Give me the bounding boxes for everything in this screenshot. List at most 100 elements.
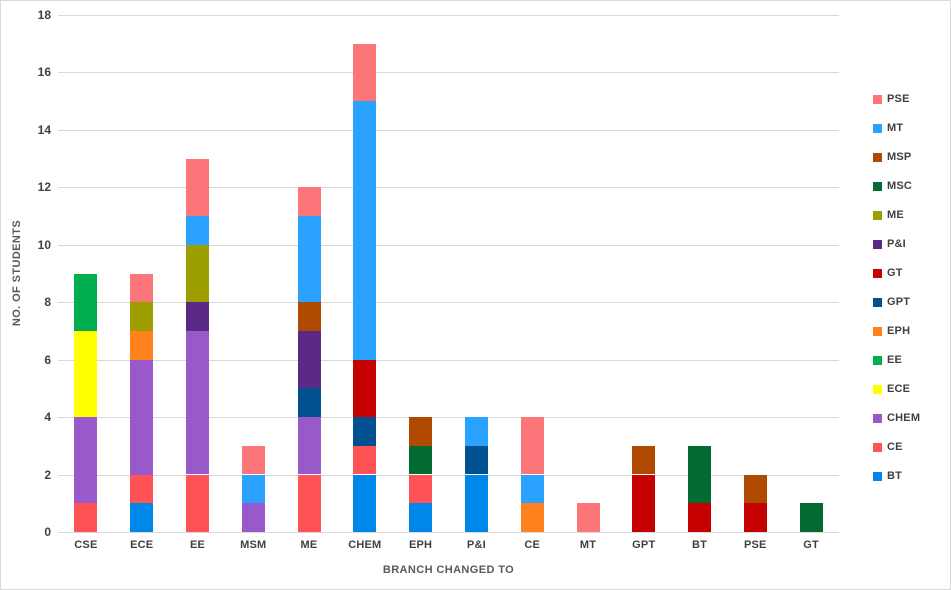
bar-segment-EPH-MSC — [409, 445, 433, 475]
bar-segment-CE-EPH — [520, 503, 544, 532]
x-tick-label: MT — [579, 539, 597, 551]
y-axis-title: NO. OF STUDENTS — [11, 219, 23, 327]
legend-label: P&I — [887, 238, 906, 250]
gridline — [58, 15, 839, 16]
legend-label: BT — [887, 470, 903, 482]
legend-item-CHEM: CHEM — [873, 412, 920, 424]
bar-segment-MT-PSE — [576, 503, 600, 532]
legend-swatch-icon — [873, 355, 882, 365]
chart-legend: PSE MT MSP MSC ME P&I GT GPT EPH EE ECE CHEM CE BT — [873, 93, 920, 482]
legend-label: CHEM — [887, 412, 921, 424]
gridline — [58, 359, 839, 361]
bar-segment-MSM-CHEM — [241, 503, 265, 532]
legend-label: GT — [887, 267, 903, 279]
bar-segment-CE-MT — [520, 474, 544, 504]
x-tick-label: BT — [691, 539, 708, 551]
bar-segment-ME-MT — [297, 216, 321, 303]
bar-segment-P&I-BT — [464, 474, 488, 532]
legend-swatch-icon — [873, 123, 882, 133]
bar-segment-EE-PSE — [186, 158, 209, 216]
bar-segment-BT-MSC — [688, 445, 711, 504]
bar-segment-EE-P&I — [186, 302, 209, 331]
bar-segment-ECE-ME — [130, 302, 154, 331]
x-tick-label: PSE — [743, 539, 767, 551]
legend-item-GT: GT — [873, 267, 920, 279]
legend-swatch-icon — [873, 413, 882, 423]
bar-segment-CHEM-BT — [353, 474, 377, 532]
bar-segment-EE-CE — [186, 474, 209, 532]
legend-item-P&I: P&I — [873, 238, 920, 250]
gridline — [58, 302, 839, 304]
legend-item-PSE: PSE — [873, 93, 920, 105]
bar-segment-PSE-GT — [743, 503, 767, 532]
legend-item-EPH: EPH — [873, 325, 920, 337]
legend-item-EE: EE — [873, 354, 920, 366]
x-tick-label: CHEM — [348, 539, 382, 551]
legend-item-CE: CE — [873, 441, 920, 453]
x-tick-label: CE — [524, 539, 541, 551]
y-tick-label: 12 — [37, 180, 51, 195]
bar-segment-CHEM-CE — [353, 445, 377, 475]
bar-segment-CSE-CHEM — [74, 417, 98, 504]
bar-segment-ME-GPT — [297, 388, 321, 418]
bar-segment-ME-P&I — [297, 330, 321, 389]
bar-segment-ECE-BT — [130, 503, 154, 532]
legend-swatch-icon — [873, 384, 882, 394]
legend-label: MSP — [887, 151, 912, 163]
legend-label: MT — [887, 122, 904, 134]
bar-segment-ECE-CE — [130, 474, 154, 504]
bar-segment-GPT-GT — [632, 474, 656, 532]
bar-segment-EE-ME — [186, 244, 209, 303]
legend-label: ME — [887, 209, 904, 221]
bar-segment-ECE-PSE — [130, 273, 154, 303]
bar-segment-EE-CHEM — [186, 330, 209, 475]
x-axis-title: BRANCH CHANGED TO — [382, 564, 515, 576]
bar-segment-CSE-CE — [74, 503, 98, 532]
bar-segment-ME-CE — [297, 474, 321, 532]
x-tick-label: CSE — [74, 539, 98, 551]
x-tick-label: EPH — [408, 539, 433, 551]
legend-item-ECE: ECE — [873, 383, 920, 395]
bar-segment-EPH-MSP — [409, 417, 433, 446]
bar-segment-EPH-BT — [409, 503, 433, 532]
legend-item-MSC: MSC — [873, 180, 920, 192]
legend-label: EPH — [887, 325, 911, 337]
legend-item-BT: BT — [873, 470, 920, 482]
bar-segment-PSE-MSP — [743, 474, 767, 504]
y-tick-label: 4 — [44, 410, 51, 425]
gridline — [58, 244, 839, 246]
legend-swatch-icon — [873, 471, 882, 481]
bar-segment-ECE-EPH — [130, 330, 154, 360]
legend-label: ECE — [887, 383, 911, 395]
y-tick-label: 6 — [44, 352, 51, 367]
legend-item-ME: ME — [873, 209, 920, 221]
legend-label: PSE — [887, 93, 910, 105]
legend-label: CE — [887, 441, 903, 453]
bar-segment-CHEM-GT — [353, 359, 377, 418]
bar-segment-P&I-GPT — [464, 445, 488, 475]
x-tick-label: GPT — [632, 539, 656, 551]
y-tick-label: 0 — [44, 525, 51, 539]
bar-segment-CHEM-GPT — [353, 417, 377, 446]
legend-swatch-icon — [873, 210, 882, 220]
legend-swatch-icon — [873, 94, 882, 104]
bar-segment-ME-MSP — [297, 302, 321, 331]
bar-segment-CSE-ECE — [74, 330, 98, 418]
y-tick-label: 18 — [37, 8, 51, 22]
legend-item-GPT: GPT — [873, 296, 920, 308]
x-tick-label: EE — [189, 539, 206, 551]
bar-segment-BT-GT — [688, 503, 711, 532]
legend-swatch-icon — [873, 239, 882, 249]
bar-segment-CHEM-MT — [353, 101, 377, 360]
x-axis-line — [58, 532, 839, 533]
x-tick-label: ME — [300, 539, 318, 551]
bar-segment-MSM-PSE — [241, 445, 265, 475]
gridline — [58, 129, 839, 131]
legend-item-MSP: MSP — [873, 151, 920, 163]
bar-segment-GPT-MSP — [632, 445, 656, 475]
legend-swatch-icon — [873, 152, 882, 162]
legend-label: EE — [887, 354, 903, 366]
gridline — [58, 417, 839, 419]
bar-segment-P&I-MT — [464, 417, 488, 446]
